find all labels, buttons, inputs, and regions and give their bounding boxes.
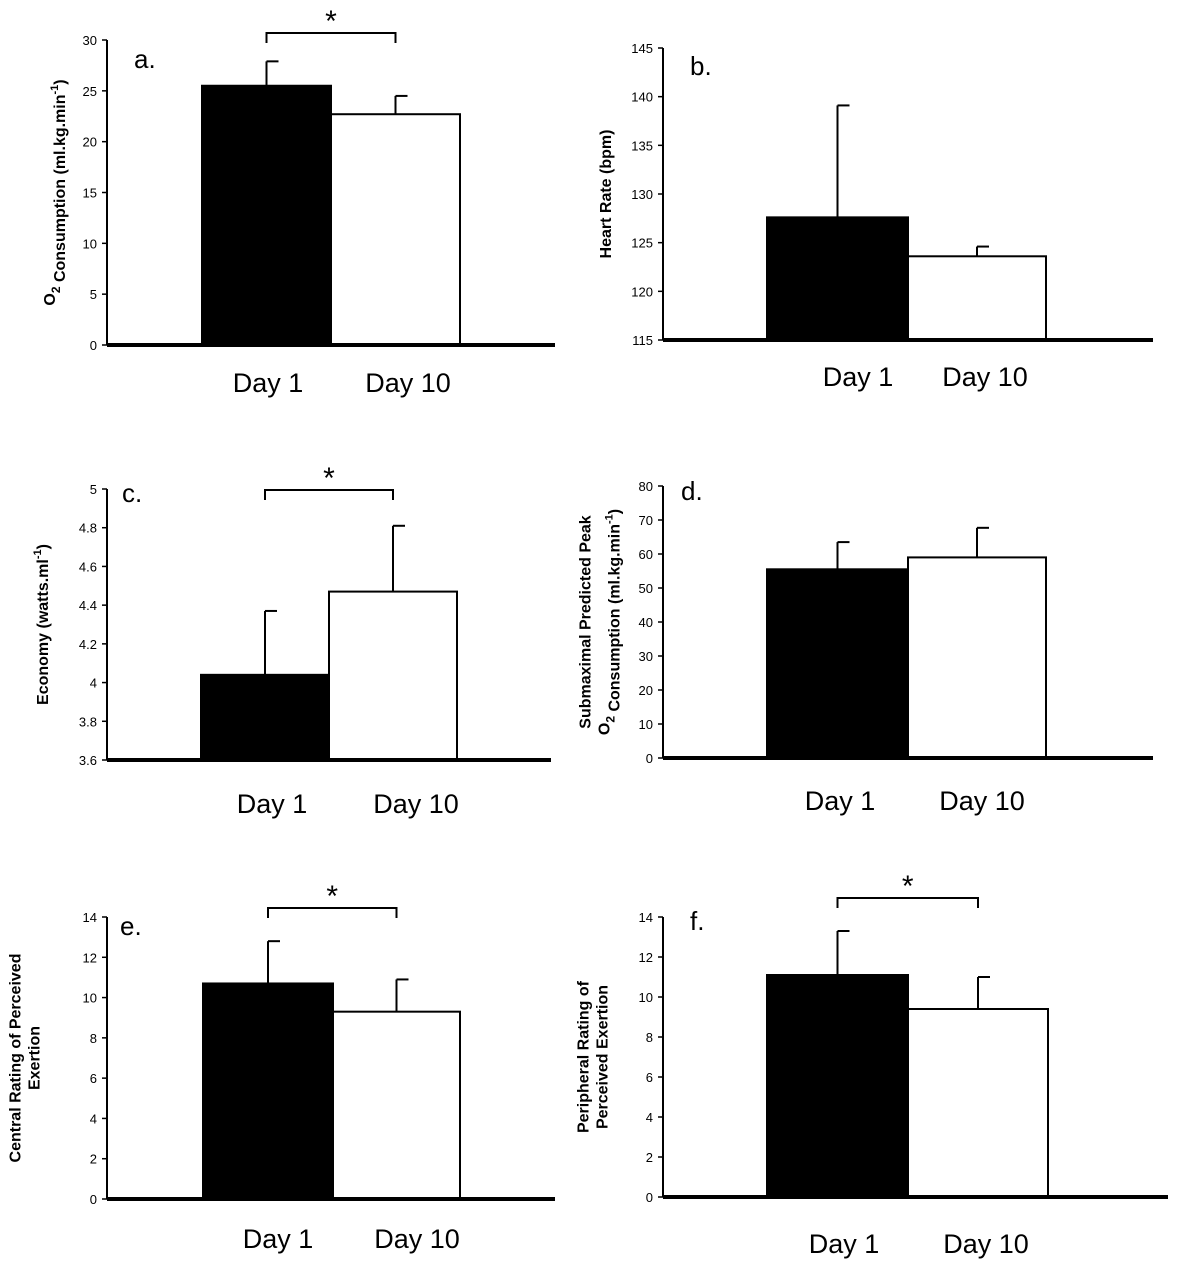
y-axis-label: Peripheral Rating of	[576, 980, 593, 1133]
bar-day1	[766, 568, 909, 759]
y-tick-label: 8	[90, 1031, 97, 1046]
y-tick-label: 12	[639, 950, 653, 965]
y-tick-label: 4	[646, 1110, 653, 1125]
x-category-label: Day 10	[373, 789, 459, 819]
bar-day10	[328, 590, 458, 761]
y-tick-label: 4	[90, 676, 97, 691]
y-tick-label: 3.8	[79, 714, 97, 729]
y-axis-label: Perceived Exertion	[595, 985, 612, 1129]
x-category-label: Day 1	[243, 1224, 314, 1254]
y-tick-label: 60	[639, 547, 653, 562]
y-tick-label: 10	[639, 717, 653, 732]
y-tick-label: 14	[83, 910, 97, 925]
panel-label: c.	[122, 478, 142, 508]
bar-day1	[202, 982, 334, 1200]
panel-label: a.	[134, 44, 156, 74]
y-tick-label: 5	[90, 287, 97, 302]
y-tick-label: 10	[83, 991, 97, 1006]
bar-day1	[200, 673, 330, 761]
y-tick-label: 4.8	[79, 521, 97, 536]
significance-star: *	[323, 462, 335, 495]
y-tick-label: 10	[83, 236, 97, 251]
y-tick-label: 125	[631, 236, 653, 251]
x-category-label: Day 1	[237, 789, 308, 819]
bar-day1	[766, 974, 909, 1198]
y-tick-label: 0	[646, 1190, 653, 1205]
x-category-label: Day 10	[943, 1229, 1029, 1259]
y-tick-label: 40	[639, 615, 653, 630]
y-axis-label: Submaximal Predicted Peak	[578, 515, 595, 729]
y-tick-label: 135	[631, 138, 653, 153]
bar-day10	[332, 1010, 461, 1201]
y-tick-label: 70	[639, 513, 653, 528]
y-tick-label: 4.4	[79, 598, 97, 613]
y-tick-label: 145	[631, 41, 653, 56]
y-tick-label: 130	[631, 187, 653, 202]
y-tick-label: 8	[646, 1030, 653, 1045]
x-category-label: Day 1	[233, 368, 304, 398]
bar-day1	[766, 216, 909, 341]
y-tick-label: 25	[83, 84, 97, 99]
y-tick-label: 14	[639, 910, 653, 925]
bar-day1	[201, 84, 332, 346]
significance-bracket	[836, 897, 979, 908]
significance-bracket	[265, 32, 397, 43]
y-tick-label: 4.6	[79, 559, 97, 574]
y-tick-label: 140	[631, 90, 653, 105]
y-tick-label: 12	[83, 950, 97, 965]
y-tick-label: 30	[83, 33, 97, 48]
significance-bracket	[267, 907, 398, 918]
y-tick-label: 2	[90, 1152, 97, 1167]
significance-star: *	[326, 880, 338, 913]
bar-day10	[907, 556, 1047, 760]
x-category-label: Day 10	[939, 786, 1025, 816]
significance-star: *	[902, 870, 914, 903]
y-tick-label: 10	[639, 990, 653, 1005]
y-axis-label: O2 Consumption (ml.kg.min-1)	[597, 509, 624, 735]
y-axis-label: O2 Consumption (ml.kg.min-1)	[42, 79, 69, 305]
x-category-label: Day 10	[942, 362, 1028, 392]
panel-label: f.	[690, 906, 704, 936]
y-tick-label: 30	[639, 649, 653, 664]
panel-label: d.	[681, 476, 703, 506]
x-category-label: Day 1	[823, 362, 894, 392]
bar-day10	[907, 1008, 1049, 1198]
y-tick-label: 5	[90, 482, 97, 497]
x-category-label: Day 10	[365, 368, 451, 398]
y-tick-label: 0	[646, 751, 653, 766]
panel-label: e.	[120, 911, 142, 941]
y-tick-label: 15	[83, 186, 97, 201]
x-category-label: Day 1	[805, 786, 876, 816]
y-tick-label: 4	[90, 1111, 97, 1126]
y-axis-label: Central Rating of Perceived	[8, 954, 25, 1163]
y-tick-label: 50	[639, 581, 653, 596]
y-tick-label: 80	[639, 479, 653, 494]
y-tick-label: 20	[83, 135, 97, 150]
y-tick-label: 2	[646, 1150, 653, 1165]
y-axis-label: Heart Rate (bpm)	[598, 130, 615, 259]
panel-label: b.	[690, 51, 712, 81]
x-category-label: Day 1	[809, 1229, 880, 1259]
y-tick-label: 4.2	[79, 637, 97, 652]
significance-star: *	[325, 5, 337, 38]
y-tick-label: 120	[631, 284, 653, 299]
y-tick-label: 20	[639, 683, 653, 698]
y-tick-label: 6	[646, 1070, 653, 1085]
y-axis-label: Exertion	[27, 1026, 44, 1090]
y-tick-label: 3.6	[79, 753, 97, 768]
significance-bracket	[264, 489, 394, 500]
bar-day10	[330, 113, 461, 347]
y-tick-label: 115	[632, 333, 653, 348]
y-tick-label: 6	[90, 1071, 97, 1086]
bar-day10	[907, 255, 1047, 341]
y-axis-label: Economy (watts.ml-1)	[32, 544, 52, 705]
y-tick-label: 0	[90, 338, 97, 353]
x-category-label: Day 10	[374, 1224, 460, 1254]
y-tick-label: 0	[90, 1192, 97, 1207]
